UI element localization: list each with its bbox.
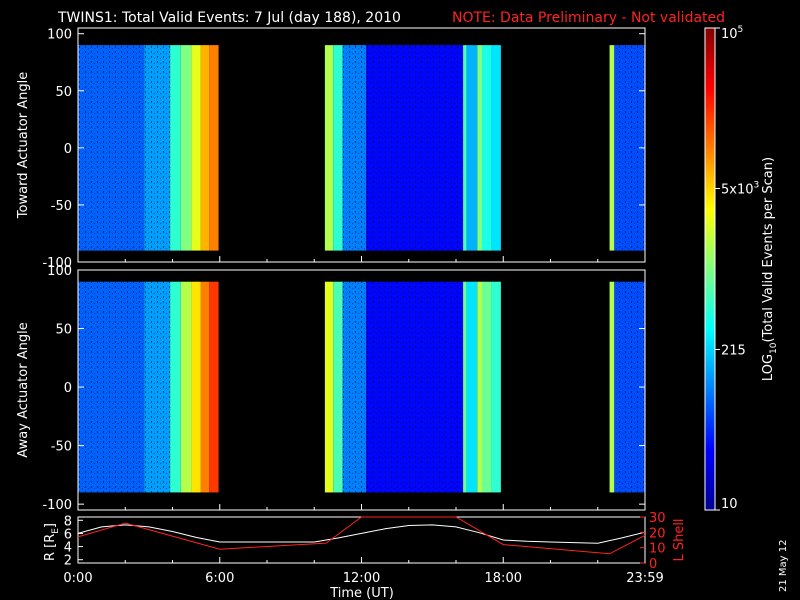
y-tick-label: 8: [64, 514, 72, 529]
orbit-right-y-label: L Shell: [672, 518, 687, 561]
colorbar-label: LOG10(Total Valid Events per Scan): [761, 157, 779, 381]
y-right-tick-label: 10: [649, 542, 666, 557]
heatmap-texture: [342, 45, 367, 251]
heatmap-cell: [180, 45, 192, 251]
colorbar-gradient: [704, 27, 716, 511]
colorbar-tick-label: 215: [721, 343, 746, 358]
heatmap-cell: [481, 281, 492, 493]
away-panel: -100 -50 0 50 100 Away Actuator Angle: [16, 264, 646, 513]
heatmap-cell: [609, 281, 615, 493]
toward-y-axis: -100 -50 0 50 100: [42, 28, 645, 271]
away-y-axis-label: Away Actuator Angle: [16, 322, 31, 457]
r-line: [77, 524, 646, 544]
heatmap-texture: [78, 281, 145, 493]
y-tick-label: 6: [64, 527, 72, 542]
colorbar: 10 215 5x103 105 LOG10(Total Valid Events p…: [704, 25, 779, 512]
toward-y-axis-label: Toward Actuator Angle: [16, 72, 31, 219]
heatmap-cell: [191, 45, 201, 251]
heatmap-cell: [481, 45, 492, 251]
heatmap-texture: [366, 45, 464, 251]
heatmap-cell: [324, 45, 334, 251]
figure-title: TWINS1: Total Valid Events: 7 Jul (day 1…: [57, 10, 401, 26]
y-tick-label: 2: [64, 554, 72, 569]
heatmap-cell: [463, 45, 467, 251]
heatmap-texture: [366, 281, 464, 493]
heatmap-cell: [463, 281, 467, 493]
lshell-line: [77, 516, 646, 555]
y-tick-label: 50: [55, 85, 72, 100]
orbit-x-axis: 0:00 6:00 12:00 18:00 23:59: [63, 557, 664, 586]
heatmap-cell: [209, 45, 219, 251]
heatmap-cell: [466, 281, 478, 493]
y-right-tick-label: 0: [649, 557, 657, 572]
colorbar-tick-label: 5x103: [721, 181, 759, 198]
y-right-tick-label: 30: [649, 511, 666, 526]
x-tick-label: 18:00: [485, 571, 522, 586]
y-tick-label: -100: [42, 498, 72, 513]
colorbar-tick-exponent: 3: [754, 181, 760, 191]
toward-panel: -100 -50 0 50 100 Toward Actuator Angle: [16, 27, 646, 271]
heatmap-cell: [491, 281, 501, 493]
x-tick-label: 0:00: [63, 571, 92, 586]
date-stamp: 21 May 12: [778, 540, 789, 592]
x-tick-label: 6:00: [205, 571, 234, 586]
heatmap-cell: [491, 45, 501, 251]
y-tick-label: -50: [51, 199, 72, 214]
heatmap-cell: [170, 281, 181, 493]
x-tick-label: 23:59: [626, 571, 663, 586]
heatmap-texture: [144, 45, 171, 251]
y-tick-label: 0: [64, 381, 72, 396]
y-tick-label: 100: [47, 264, 72, 279]
heatmap-cell: [191, 281, 201, 493]
orbit-left-y-label: R [RE]: [43, 523, 61, 561]
heatmap-cell: [333, 281, 343, 493]
heatmap-cell: [209, 281, 219, 493]
heatmap-cell: [609, 45, 615, 251]
x-tick-label: 12:00: [343, 571, 380, 586]
y-tick-label: 100: [47, 28, 72, 43]
heatmap-cell: [324, 281, 334, 493]
x-axis-label: Time (UT): [329, 586, 394, 600]
orbit-plot-frame: [77, 516, 646, 564]
heatmap-cell: [477, 281, 482, 493]
colorbar-tick-label: 10: [721, 497, 738, 512]
colorbar-ticks: 10 215 5x103 105: [715, 25, 759, 512]
y-tick-label: 50: [55, 323, 72, 338]
y-tick-label: -100: [42, 256, 72, 271]
colorbar-tick-exponent: 5: [738, 25, 744, 35]
heatmap-texture: [78, 45, 145, 251]
heatmap-cell: [170, 45, 181, 251]
y-tick-label: 4: [64, 541, 72, 556]
data-note: NOTE: Data Preliminary - Not validated: [452, 10, 725, 26]
heatmap-cell: [477, 45, 482, 251]
heatmap-cell: [180, 281, 192, 493]
heatmap-cell: [333, 45, 343, 251]
away-heatmap: [78, 281, 645, 493]
y-right-tick-label: 20: [649, 526, 666, 541]
heatmap-cell: [466, 45, 478, 251]
away-y-axis: -100 -50 0 50 100: [42, 264, 645, 513]
y-tick-label: -50: [51, 440, 72, 455]
heatmap-texture: [144, 281, 171, 493]
toward-heatmap: [78, 45, 645, 251]
heatmap-texture: [342, 281, 367, 493]
heatmap-cell: [200, 281, 210, 493]
colorbar-tick-label: 105: [721, 25, 743, 42]
y-tick-label: 0: [64, 142, 72, 157]
heatmap-cell: [200, 45, 210, 251]
